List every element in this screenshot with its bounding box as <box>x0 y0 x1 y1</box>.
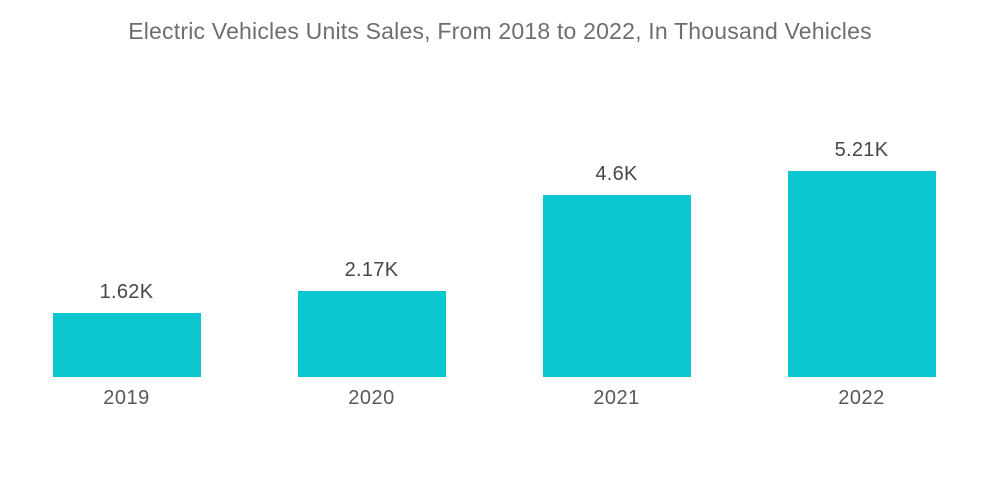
chart-title: Electric Vehicles Units Sales, From 2018… <box>128 18 872 44</box>
x-axis-tick-label: 2021 <box>593 387 640 409</box>
bar <box>787 171 936 377</box>
bar <box>52 313 201 377</box>
bar-group-2022: 5.21K 2022 <box>739 0 984 409</box>
bar <box>297 291 446 377</box>
bar-value-label: 2.17K <box>344 259 399 281</box>
x-axis-tick-label: 2020 <box>348 387 395 409</box>
bar-group-2021: 4.6K 2021 <box>494 0 739 409</box>
x-axis-tick-label: 2019 <box>103 387 150 409</box>
plot-area: 1.62K 2019 2.17K 2020 4.6K 2021 5.21K 20… <box>4 0 984 409</box>
bar <box>542 195 691 377</box>
bar-group-2020: 2.17K 2020 <box>249 0 494 409</box>
bar-value-label: 1.62K <box>99 281 154 303</box>
x-axis-tick-label: 2022 <box>838 387 885 409</box>
bar-value-label: 5.21K <box>834 139 889 161</box>
bar-group-2019: 1.62K 2019 <box>4 0 249 409</box>
bar-value-label: 4.6K <box>595 163 638 185</box>
